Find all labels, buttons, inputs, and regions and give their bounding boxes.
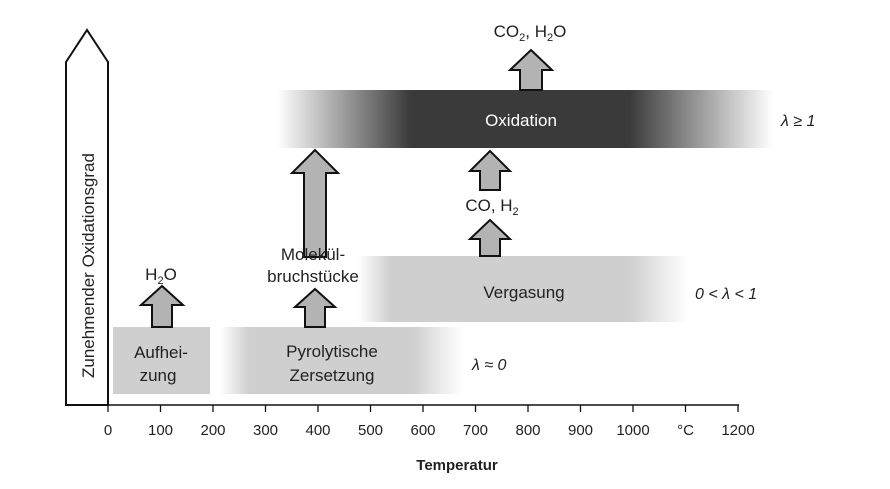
x-axis-title: Temperatur [416,457,498,474]
x-tick-label: 400 [305,422,330,439]
arrow-fragments-oxidation [289,148,341,258]
x-tick-label: 300 [253,422,278,439]
arrow-heating-h2o [138,284,186,328]
x-tick-label: 800 [515,422,540,439]
product-fragments-line1: Molekül- [281,245,345,264]
lambda-low: λ ≈ 0 [471,357,507,374]
arrow-co-h2 [467,149,513,191]
x-tick-label: 600 [410,422,435,439]
x-tick-label: °C [677,422,694,439]
product-co-h2: CO, H2 [465,196,518,218]
product-fragments-line2: bruchstücke [267,267,359,286]
pyrolysis-label-line2: Zersetzung [289,366,374,385]
x-axis: 0 100 200 300 400 500 600 700 800 900 1000 °C 1200 T… [66,404,755,474]
oxidation-degree-axis: Zunehmender Oxidationsgrad [65,28,109,406]
arrow-gasification [467,218,513,257]
x-tick-label: 700 [463,422,488,439]
x-axis-tick-labels: 0 100 200 300 400 500 600 700 800 900 1000 °C 1200 [104,422,755,439]
oxidation-label: Oxidation [485,111,557,130]
x-axis-tickmarks [107,405,739,412]
lambda-high: λ ≥ 1 [780,113,815,130]
x-tick-label: 0 [104,422,112,439]
product-h2o: H2O [145,265,177,287]
heating-label-line1: Aufhei- [134,343,188,362]
oxidation-band [277,90,773,148]
x-tick-label: 200 [200,422,225,439]
product-co2-h2o: CO2, H2O [494,22,567,44]
pyrolysis-label-line1: Pyrolytische [286,342,378,361]
x-tick-label: 500 [358,422,383,439]
arrow-pyrolysis [292,287,338,328]
pyrolysis-band [220,327,462,394]
arrows [138,48,555,328]
x-tick-label: 900 [568,422,593,439]
x-tick-label: 1000 [616,422,649,439]
y-axis-label: Zunehmender Oxidationsgrad [79,153,98,378]
heating-band [113,327,210,394]
x-tick-label: 100 [148,422,173,439]
gasification-label: Vergasung [483,283,564,302]
gasification-band [358,256,688,322]
x-tick-label: 1200 [721,422,754,439]
heating-label-line2: zung [140,366,177,385]
arrow-oxidation-co2 [507,48,555,91]
lambda-mid: 0 < λ < 1 [695,286,757,303]
